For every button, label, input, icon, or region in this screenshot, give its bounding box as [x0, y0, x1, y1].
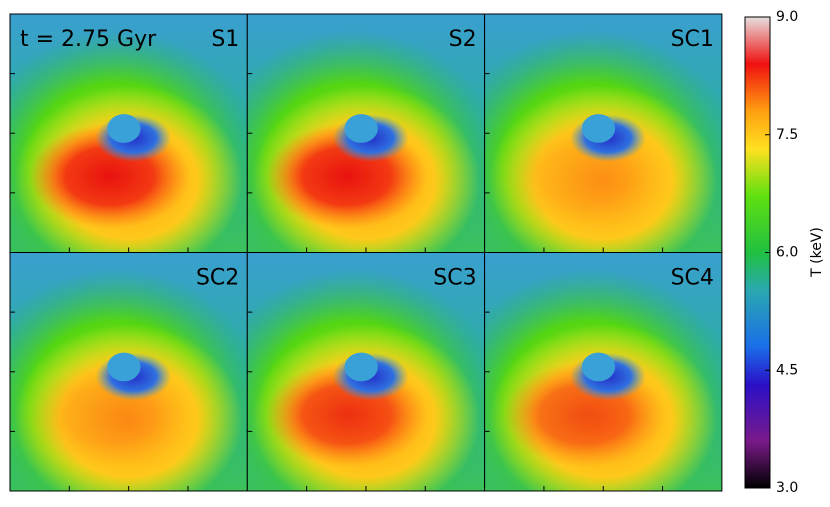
panel-label: SC1 [671, 27, 714, 52]
panel-label: SC2 [196, 266, 239, 291]
cool-core-inner [344, 352, 378, 382]
colorbar-label: T (keV) [809, 227, 825, 278]
time-annotation: t = 2.75 Gyr [20, 27, 157, 52]
colorbar-tick-label: 6.0 [776, 245, 798, 261]
panel [10, 14, 248, 253]
cool-core-inner [581, 352, 616, 382]
panel-label: SC4 [671, 266, 714, 291]
panel-label: S2 [449, 27, 477, 52]
panel-label: SC3 [433, 266, 476, 291]
panel [247, 252, 485, 491]
panel-grid: S1 S2 SC1 SC2 SC3 SC4 t = 2.75 Gyr [9, 13, 723, 492]
panel-label: S1 [211, 27, 239, 52]
panel [247, 14, 485, 253]
panel [484, 252, 722, 491]
cool-core-inner [107, 114, 141, 143]
cool-core-inner [107, 352, 141, 382]
panel [10, 252, 248, 491]
cool-core-inner [344, 114, 378, 143]
colorbar-tick-label: 3.0 [776, 480, 798, 496]
colorbar-tick-label: 7.5 [776, 127, 798, 143]
colorbar-tick-label: 4.5 [776, 362, 798, 378]
cool-core-inner [581, 114, 616, 143]
colorbar-tick-label: 9.0 [776, 9, 798, 25]
panel [484, 14, 722, 253]
